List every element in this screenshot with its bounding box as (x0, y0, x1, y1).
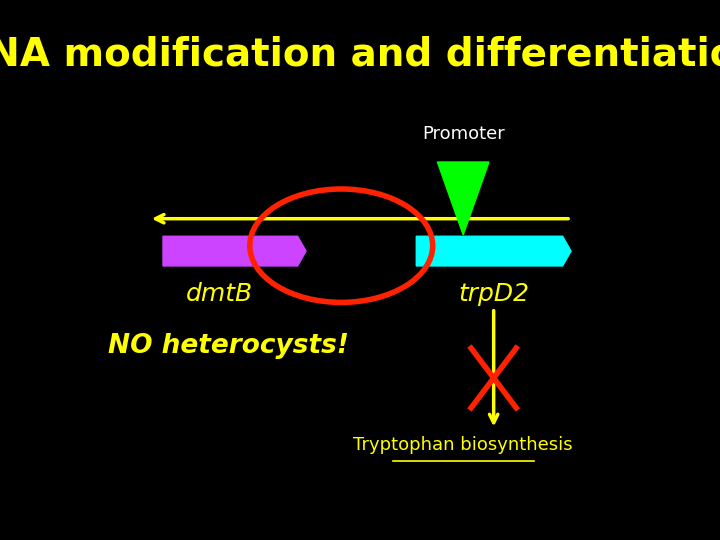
FancyArrow shape (163, 237, 306, 266)
Text: DNA modification and differentiation: DNA modification and differentiation (0, 35, 720, 73)
Text: Tryptophan biosynthesis: Tryptophan biosynthesis (354, 436, 573, 455)
Text: dmtB: dmtB (186, 282, 253, 306)
Text: NO heterocysts!: NO heterocysts! (108, 333, 349, 359)
Text: trpD2: trpD2 (458, 282, 529, 306)
FancyArrow shape (416, 237, 571, 266)
Polygon shape (437, 162, 489, 235)
Text: Promoter: Promoter (422, 125, 505, 143)
